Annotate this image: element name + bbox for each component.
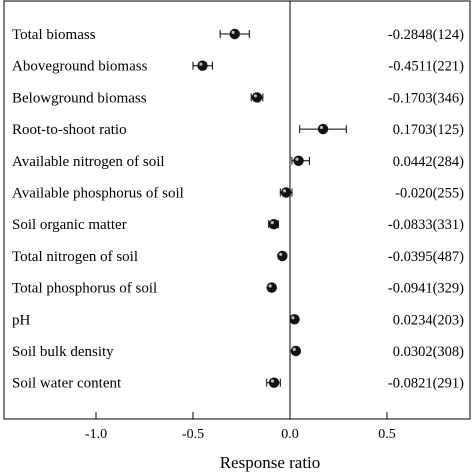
mean-point-highlight bbox=[291, 316, 295, 320]
row-label: Total nitrogen of soil bbox=[12, 249, 138, 265]
row-value: -0.0833(331) bbox=[388, 217, 464, 233]
mean-point bbox=[290, 345, 302, 357]
mean-point bbox=[293, 155, 304, 166]
mean-point-highlight bbox=[231, 30, 235, 34]
x-tick-label: -0.5 bbox=[182, 427, 204, 442]
mean-point bbox=[268, 219, 280, 230]
row-value: -0.0941(329) bbox=[388, 281, 464, 297]
x-tick-label: 0.5 bbox=[378, 427, 396, 442]
row-2: Belowground biomass -0.1703(346) bbox=[12, 90, 464, 106]
row-label: Soil water content bbox=[12, 376, 122, 392]
row-label: Total phosphorus of soil bbox=[12, 281, 157, 297]
row-label: pH bbox=[12, 312, 31, 328]
mean-point bbox=[268, 377, 280, 388]
mean-point bbox=[251, 92, 263, 103]
row-label: Belowground biomass bbox=[12, 90, 147, 106]
row-value: -0.2848(124) bbox=[388, 27, 464, 43]
mean-point bbox=[289, 314, 300, 325]
row-label: Available nitrogen of soil bbox=[12, 154, 165, 170]
row-1: Aboveground biomass -0.4511(221) bbox=[12, 59, 464, 75]
mean-point bbox=[229, 28, 240, 40]
row-11: Soil water content -0.0821(291) bbox=[12, 376, 464, 392]
mean-point-highlight bbox=[270, 221, 274, 225]
row-value: -0.1703(346) bbox=[388, 90, 464, 106]
plot-frame bbox=[3, 0, 471, 420]
row-value: -0.0395(487) bbox=[388, 249, 464, 265]
row-0: Total biomass -0.2848(124) bbox=[12, 27, 464, 43]
row-label: Total biomass bbox=[12, 27, 96, 43]
row-value: 0.1703(125) bbox=[393, 122, 464, 138]
row-value: -0.020(255) bbox=[395, 186, 464, 202]
row-label: Root-to-shoot ratio bbox=[12, 122, 127, 138]
mean-point bbox=[317, 123, 329, 135]
row-value: 0.0234(203) bbox=[393, 312, 464, 328]
row-5: Available phosphorus of soil -0.020(255) bbox=[12, 186, 464, 202]
row-value: -0.0821(291) bbox=[388, 376, 464, 392]
row-label: Soil bulk density bbox=[12, 344, 114, 360]
row-label: Soil organic matter bbox=[12, 217, 127, 233]
row-3: Root-to-shoot ratio 0.1703(125) bbox=[12, 122, 464, 138]
mean-point-highlight bbox=[253, 94, 257, 98]
row-value: 0.0302(308) bbox=[393, 344, 464, 360]
mean-point-highlight bbox=[270, 379, 275, 383]
mean-point-highlight bbox=[282, 189, 287, 193]
row-9: pH 0.0234(203) bbox=[12, 312, 464, 328]
row-value: 0.0442(284) bbox=[393, 154, 464, 170]
mean-point-highlight bbox=[319, 125, 324, 130]
mean-point-highlight bbox=[292, 347, 296, 351]
mean-point bbox=[280, 187, 292, 198]
row-10: Soil bulk density 0.0302(308) bbox=[12, 344, 464, 360]
x-tick-label: -1.0 bbox=[85, 427, 107, 442]
mean-point-highlight bbox=[295, 157, 299, 161]
row-7: Total nitrogen of soil -0.0395(487) bbox=[12, 249, 464, 265]
row-6: Soil organic matter -0.0833(331) bbox=[12, 217, 464, 233]
row-4: Available nitrogen of soil 0.0442(284) bbox=[12, 154, 464, 170]
row-8: Total phosphorus of soil -0.0941(329) bbox=[12, 281, 464, 297]
mean-point bbox=[197, 60, 208, 71]
x-axis-label: Response ratio bbox=[220, 453, 321, 472]
x-tick-label: 0.0 bbox=[281, 427, 299, 442]
mean-point-highlight bbox=[199, 62, 203, 66]
mean-point bbox=[266, 282, 277, 293]
mean-point-highlight bbox=[268, 284, 272, 288]
row-value: -0.4511(221) bbox=[388, 59, 464, 75]
row-label: Aboveground biomass bbox=[12, 59, 148, 75]
row-label: Available phosphorus of soil bbox=[12, 186, 184, 202]
mean-point-highlight bbox=[279, 252, 283, 256]
mean-point bbox=[277, 250, 288, 262]
